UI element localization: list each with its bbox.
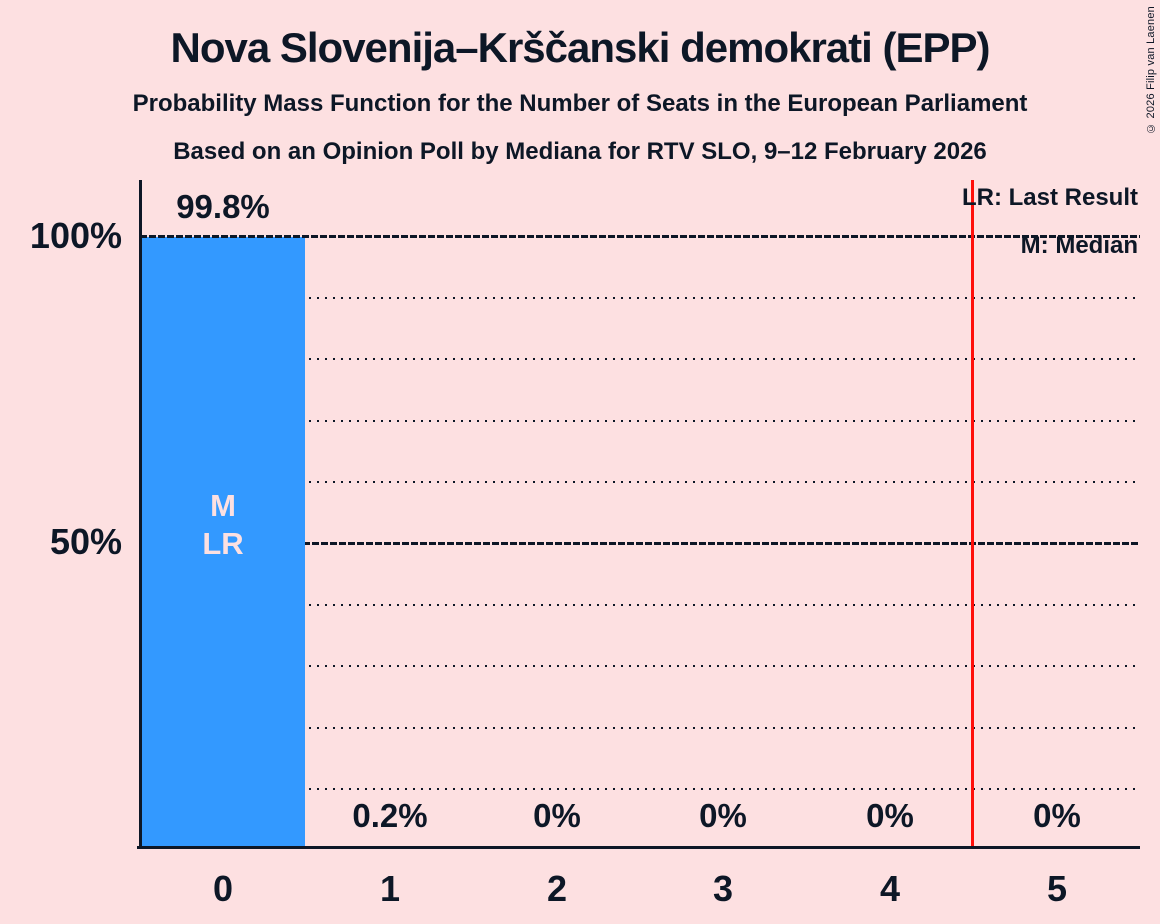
x-tick-label-5: 5	[972, 868, 1142, 910]
legend-last-result: LR: Last Result	[962, 184, 1138, 212]
gridline-100pct	[140, 235, 1140, 238]
median-marker: M	[141, 487, 305, 525]
value-label-seat-0: 99.8%	[138, 188, 308, 226]
value-label-seat-5: 0%	[972, 797, 1142, 835]
x-axis-line	[137, 846, 1140, 849]
y-axis-line	[139, 180, 142, 849]
x-tick-label-0: 0	[138, 868, 308, 910]
value-label-seat-2: 0%	[472, 797, 642, 835]
copyright-notice: © 2026 Filip van Laenen	[1145, 6, 1157, 134]
page-title: Nova Slovenija–Krščanski demokrati (EPP)	[0, 24, 1160, 72]
x-tick-label-1: 1	[305, 868, 475, 910]
bar-annotation-median-last-result: M LR	[141, 487, 305, 563]
value-label-seat-3: 0%	[638, 797, 808, 835]
subtitle-poll-source: Based on an Opinion Poll by Mediana for …	[0, 138, 1160, 166]
legend-median: M: Median	[1021, 232, 1138, 260]
value-label-seat-1: 0.2%	[305, 797, 475, 835]
red-threshold-line	[971, 180, 974, 847]
x-tick-label-4: 4	[805, 868, 975, 910]
last-result-marker: LR	[141, 525, 305, 563]
y-axis-label-100: 100%	[0, 215, 122, 257]
value-label-seat-4: 0%	[805, 797, 975, 835]
y-axis-label-50: 50%	[0, 521, 122, 563]
x-tick-label-3: 3	[638, 868, 808, 910]
subtitle-pmf: Probability Mass Function for the Number…	[0, 90, 1160, 118]
x-tick-label-2: 2	[472, 868, 642, 910]
